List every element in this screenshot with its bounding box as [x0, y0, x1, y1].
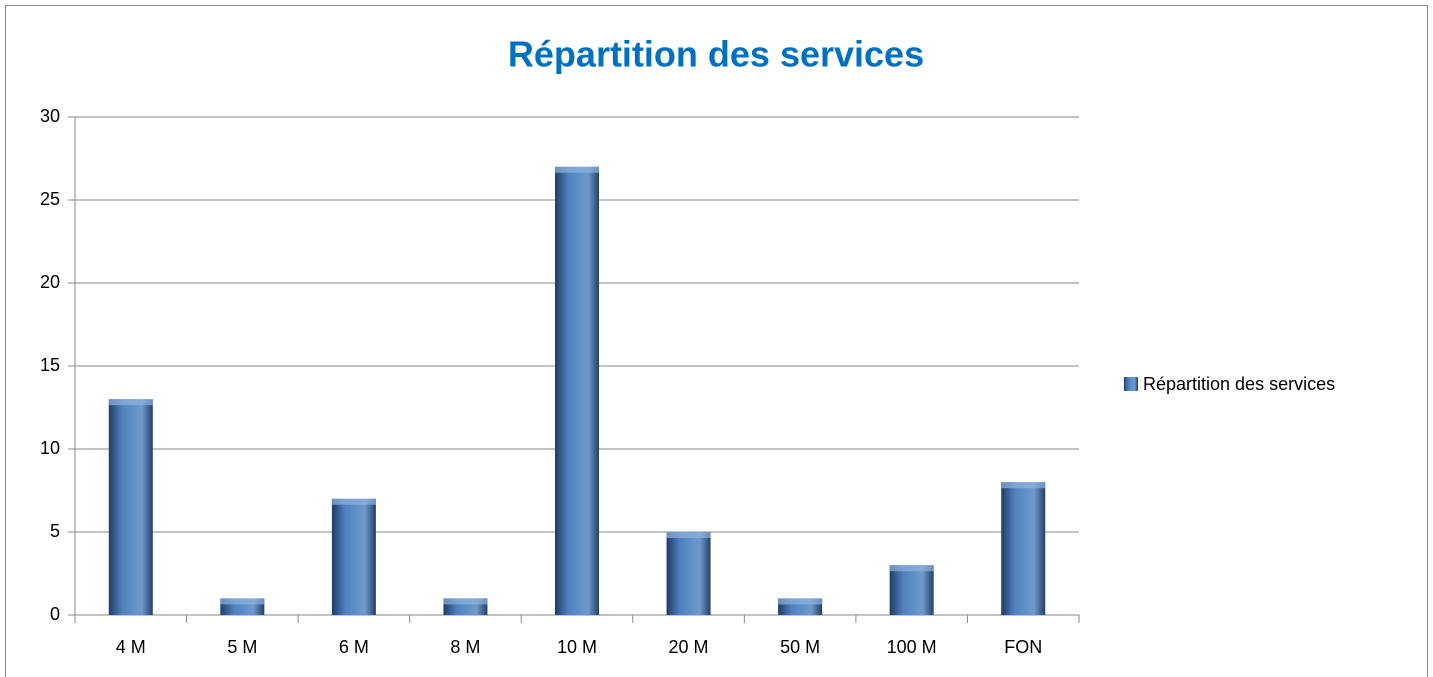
legend-label: Répartition des services — [1143, 374, 1335, 394]
x-tick-label: FON — [1004, 637, 1042, 657]
y-tick-label: 20 — [40, 272, 60, 292]
y-tick-label: 10 — [40, 438, 60, 458]
x-tick-label: 4 M — [116, 637, 146, 657]
y-tick-label: 0 — [50, 604, 60, 624]
bar — [555, 166, 599, 616]
bar-cap — [220, 598, 265, 605]
x-tick-label: 5 M — [227, 637, 257, 657]
bar — [108, 399, 153, 615]
bar — [889, 565, 934, 615]
y-tick-label: 30 — [40, 106, 60, 126]
x-tick-label: 20 M — [669, 637, 709, 657]
x-tick-label: 50 M — [780, 637, 820, 657]
x-tick-label: 6 M — [339, 637, 369, 657]
y-tick-label: 15 — [40, 355, 60, 375]
bar-cap — [889, 565, 934, 572]
bar-cap — [778, 598, 823, 605]
bar-cap — [108, 399, 153, 406]
bar-cap — [443, 598, 488, 605]
bar-cap — [1001, 482, 1046, 489]
bar-cap — [555, 166, 599, 173]
y-tick-label: 5 — [50, 521, 60, 541]
bar — [1001, 482, 1046, 615]
bar — [331, 498, 376, 615]
x-tick-label: 10 M — [557, 637, 597, 657]
chart-frame — [5, 5, 1428, 677]
bar-cap — [331, 498, 376, 505]
y-tick-label: 25 — [40, 189, 60, 209]
chart-title: Répartition des services — [508, 34, 924, 75]
x-tick-label: 8 M — [450, 637, 480, 657]
x-tick-label: 100 M — [887, 637, 937, 657]
bar-cap — [666, 532, 711, 538]
bar — [666, 532, 711, 615]
legend-swatch — [1124, 377, 1138, 391]
